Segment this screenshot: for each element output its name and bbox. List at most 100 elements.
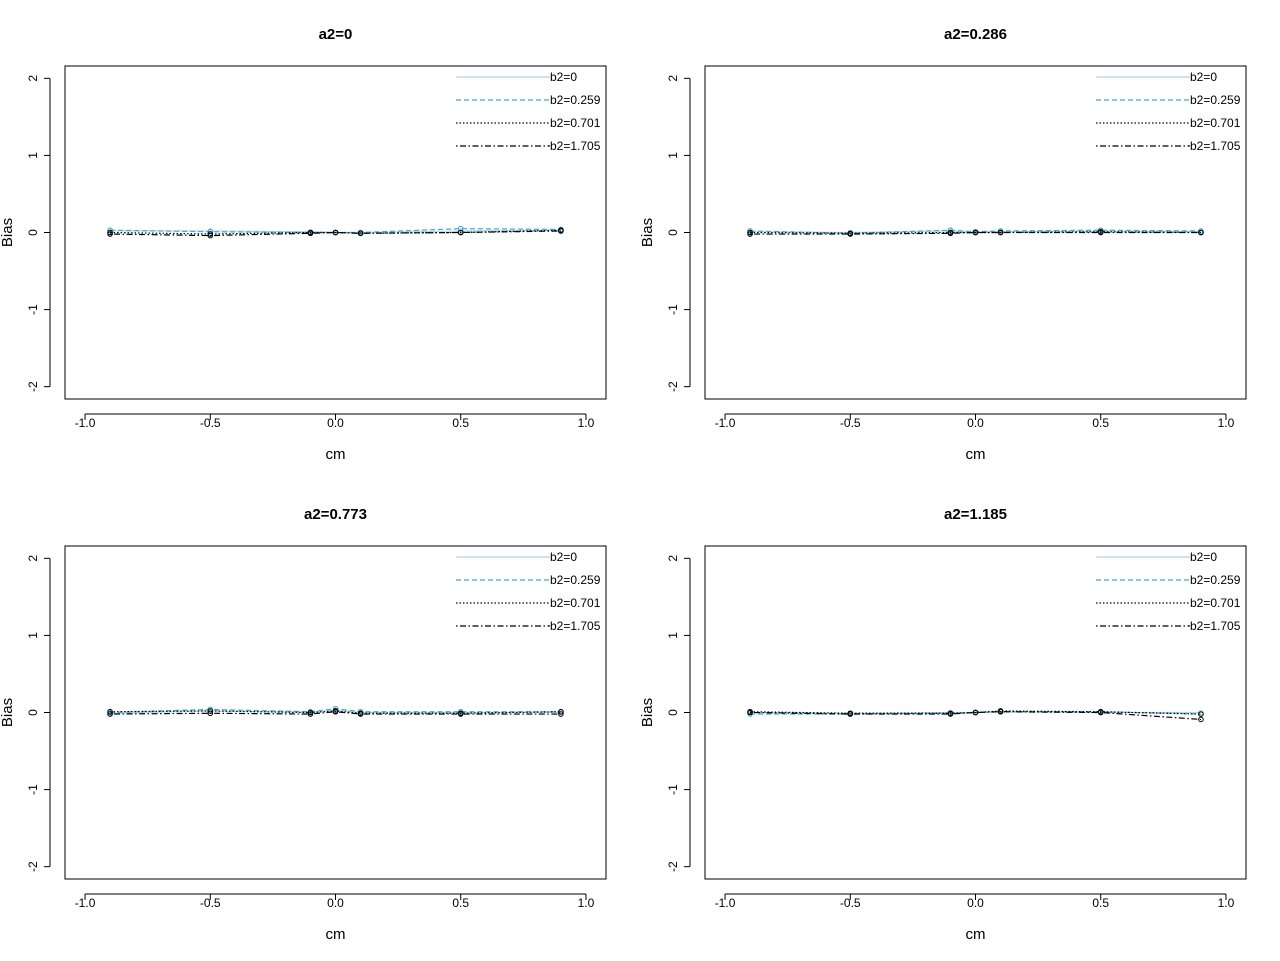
y-tick-label: -1 bbox=[26, 784, 40, 795]
chart-panel: a2=0.286 -1.0 -0.5 0.0 0.5 1.0 cm -2 -1 0 1 2 Bias b2… bbox=[639, 26, 1247, 463]
data-point bbox=[332, 708, 339, 715]
legend-label: b2=0.259 bbox=[1190, 573, 1241, 587]
y-tick-label: 2 bbox=[666, 75, 680, 82]
legend-label: b2=0 bbox=[1190, 70, 1217, 84]
x-tick-label: 0.0 bbox=[967, 896, 984, 910]
data-point bbox=[847, 711, 854, 717]
x-axis-label: cm bbox=[966, 926, 986, 943]
y-tick-label: 0 bbox=[666, 229, 680, 236]
legend-label: b2=0.701 bbox=[550, 116, 601, 130]
data-point bbox=[457, 711, 464, 717]
x-tick-label: 0.5 bbox=[1092, 416, 1109, 430]
data-point bbox=[207, 232, 214, 239]
y-axis-label: Bias bbox=[0, 218, 16, 247]
data-point bbox=[972, 229, 979, 236]
y-axis-label: Bias bbox=[639, 218, 656, 247]
data-point bbox=[1097, 229, 1104, 236]
chart-panel: a2=0.773 -1.0 -0.5 0.0 0.5 1.0 cm -2 -1 0 1 2 Bias b2… bbox=[0, 506, 607, 943]
series-line bbox=[750, 231, 1201, 235]
chart-title: a2=0.773 bbox=[304, 506, 367, 523]
x-tick-label: -1.0 bbox=[715, 896, 736, 910]
y-axis-label: Bias bbox=[639, 698, 656, 727]
y-tick-label: 1 bbox=[666, 152, 680, 159]
y-axis-label: Bias bbox=[0, 698, 16, 727]
x-tick-label: 0.5 bbox=[452, 896, 469, 910]
legend-label: b2=0.701 bbox=[1190, 596, 1241, 610]
y-tick-label: 2 bbox=[26, 555, 40, 562]
data-point bbox=[357, 230, 364, 237]
series-line bbox=[750, 229, 1201, 234]
chart-panel: a2=0 -1.0 -0.5 0.0 0.5 1.0 cm -2 -1 0 1 2 Bias b2=0 b2… bbox=[0, 26, 607, 463]
x-tick-label: 0.0 bbox=[967, 416, 984, 430]
data-point bbox=[1198, 716, 1204, 723]
legend-label: b2=1.705 bbox=[550, 619, 601, 633]
x-tick-label: 0.0 bbox=[327, 896, 344, 910]
x-tick-label: -0.5 bbox=[840, 896, 861, 910]
x-axis-label: cm bbox=[326, 446, 346, 463]
data-point bbox=[972, 709, 979, 716]
x-tick-label: 1.0 bbox=[578, 416, 595, 430]
data-point bbox=[332, 229, 339, 236]
x-tick-label: -1.0 bbox=[75, 416, 96, 430]
data-point bbox=[747, 709, 753, 716]
x-tick-label: -1.0 bbox=[75, 896, 96, 910]
legend-label: b2=0.259 bbox=[550, 573, 601, 587]
data-point bbox=[1198, 711, 1204, 717]
data-point bbox=[847, 231, 854, 237]
y-tick-label: 0 bbox=[666, 709, 680, 716]
x-tick-label: 1.0 bbox=[1218, 416, 1235, 430]
series-line bbox=[110, 710, 561, 714]
chart-panel: a2=1.185 -1.0 -0.5 0.0 0.5 1.0 cm -2 -1 0 1 2 Bias b2… bbox=[639, 506, 1247, 943]
legend-label: b2=0 bbox=[550, 70, 577, 84]
legend-label: b2=0.259 bbox=[550, 93, 601, 107]
x-axis-label: cm bbox=[966, 446, 986, 463]
y-tick-label: -2 bbox=[26, 861, 40, 872]
data-point bbox=[947, 711, 954, 717]
y-tick-label: -2 bbox=[666, 861, 680, 872]
data-point bbox=[357, 711, 364, 717]
data-point bbox=[947, 230, 954, 237]
data-point bbox=[558, 711, 564, 717]
data-point bbox=[747, 231, 753, 237]
chart-title: a2=0 bbox=[319, 26, 353, 43]
chart-title: a2=0.286 bbox=[944, 26, 1007, 43]
legend-label: b2=0.701 bbox=[1190, 116, 1241, 130]
y-tick-label: 2 bbox=[666, 555, 680, 562]
x-tick-label: 0.5 bbox=[452, 416, 469, 430]
y-tick-label: 0 bbox=[26, 709, 40, 716]
x-tick-label: 1.0 bbox=[1218, 896, 1235, 910]
x-tick-label: -0.5 bbox=[840, 416, 861, 430]
plot-frame bbox=[704, 65, 1247, 400]
y-tick-label: 1 bbox=[666, 632, 680, 639]
x-axis-label: cm bbox=[326, 926, 346, 943]
series-line bbox=[750, 711, 1201, 721]
legend-label: b2=0.701 bbox=[550, 596, 601, 610]
x-tick-label: -0.5 bbox=[200, 896, 221, 910]
data-point bbox=[107, 231, 113, 237]
x-tick-label: 1.0 bbox=[578, 896, 595, 910]
y-tick-label: -2 bbox=[26, 381, 40, 392]
y-tick-label: -1 bbox=[666, 304, 680, 315]
data-point bbox=[457, 229, 464, 236]
data-point bbox=[107, 227, 113, 233]
y-tick-label: -1 bbox=[666, 784, 680, 795]
x-tick-label: -0.5 bbox=[200, 416, 221, 430]
data-point bbox=[1198, 229, 1204, 236]
plot-frame bbox=[704, 545, 1247, 880]
legend-label: b2=1.705 bbox=[550, 139, 601, 153]
data-point bbox=[307, 230, 314, 237]
data-point bbox=[558, 228, 564, 234]
plot-frame bbox=[64, 65, 607, 400]
series-line bbox=[110, 711, 561, 715]
y-tick-label: 1 bbox=[26, 152, 40, 159]
legend-label: b2=0.259 bbox=[1190, 93, 1241, 107]
data-point bbox=[997, 708, 1004, 715]
data-point bbox=[1097, 709, 1104, 716]
legend-label: b2=1.705 bbox=[1190, 619, 1241, 633]
data-point bbox=[207, 710, 214, 717]
y-tick-label: 0 bbox=[26, 229, 40, 236]
x-tick-label: 0.5 bbox=[1092, 896, 1109, 910]
legend-label: b2=0 bbox=[1190, 550, 1217, 564]
x-tick-label: -1.0 bbox=[715, 416, 736, 430]
